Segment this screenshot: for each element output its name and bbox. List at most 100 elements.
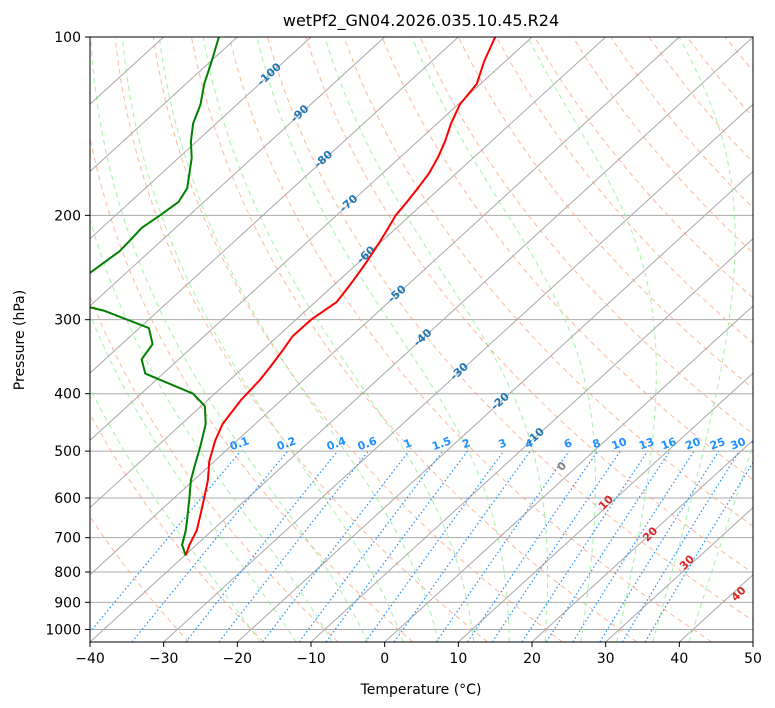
x-tick-label: 10 <box>449 651 467 667</box>
x-tick-label: 50 <box>744 651 762 667</box>
moist-adiabat <box>688 444 753 642</box>
mixing-ratio-label: 0.2 <box>275 434 298 453</box>
isotherm-line <box>90 37 238 173</box>
y-tick-label: 700 <box>54 531 81 547</box>
moist-adiabat <box>90 313 297 642</box>
dry-adiabat <box>457 37 753 389</box>
dry-adiabat <box>267 37 753 622</box>
y-tick-label: 400 <box>54 387 81 403</box>
dry-adiabat <box>152 37 563 642</box>
mixing-ratio-line <box>466 450 599 642</box>
dry-adiabat <box>114 37 488 642</box>
mixing-ratio-label: 16 <box>659 435 678 453</box>
y-axis-title: Pressure (hPa) <box>12 290 28 390</box>
mixing-ratio-line <box>90 450 242 633</box>
dry-adiabat <box>495 37 753 344</box>
moist-adiabat <box>158 37 439 642</box>
y-tick-label: 600 <box>54 491 81 507</box>
moist-adiabat <box>652 37 736 642</box>
y-tick-label: 300 <box>54 313 81 329</box>
mixing-ratio-label: 1 <box>402 436 414 451</box>
x-tick-label: 0 <box>380 651 389 667</box>
chart-title: wetPf2_GN04.2026.035.10.45.R24 <box>283 11 559 31</box>
mixing-ratio-label: 10 <box>610 435 629 453</box>
mixing-ratio-line <box>393 450 531 642</box>
isotherm-line <box>90 37 459 374</box>
dry-adiabat <box>343 37 753 527</box>
isotherm-line <box>457 372 753 642</box>
dry-adiabat <box>229 37 712 642</box>
mixing-ratio-label: 30 <box>729 435 748 453</box>
x-tick-label: −20 <box>223 651 253 667</box>
mixing-ratio-line <box>572 450 695 642</box>
moist-adiabat <box>90 217 333 642</box>
y-tick-label: 100 <box>54 30 81 46</box>
mixing-ratio-label: 25 <box>708 435 727 452</box>
moist-adiabat <box>90 387 261 642</box>
dry-adiabat <box>90 295 339 642</box>
isotherm-line <box>90 37 533 442</box>
y-tick-label: 1000 <box>45 622 81 638</box>
temperature-profile-line <box>184 37 497 556</box>
dewpoint-profile-line <box>90 37 220 556</box>
mixing-ratio-line <box>325 450 468 642</box>
moist-adiabat <box>121 37 404 642</box>
isotherm-line <box>90 37 680 576</box>
y-axis: 1000 900 800 700 600 500 400 300 200 100 <box>45 30 90 638</box>
mixing-ratio-line <box>262 450 410 642</box>
y-tick-label: 900 <box>54 595 81 611</box>
x-axis: −40 −30 −20 −10 0 10 20 30 40 50 <box>75 642 762 667</box>
x-tick-label: −40 <box>75 651 105 667</box>
y-tick-label: 200 <box>54 208 81 224</box>
isotherm-line <box>90 37 753 642</box>
mixing-ratio-label: 8 <box>591 436 603 451</box>
mixing-ratio-line <box>364 450 505 642</box>
isotherm-line <box>384 305 753 642</box>
background-lines <box>90 37 753 642</box>
profile-series <box>90 37 497 556</box>
isotherm-line <box>310 237 753 642</box>
mixing-ratio-line <box>621 450 740 642</box>
mixing-ratio-line <box>491 450 621 642</box>
moist-adiabat <box>411 37 596 642</box>
dry-adiabat <box>190 37 638 642</box>
isotherm-line <box>605 506 753 642</box>
mixing-ratio-line <box>298 450 444 642</box>
mixing-ratio-label: 0.1 <box>228 434 251 453</box>
moist-adiabat <box>202 37 475 642</box>
moist-adiabat <box>256 37 510 642</box>
mixing-ratio-label: 2 <box>460 436 472 451</box>
isotherm-line <box>531 439 753 642</box>
x-tick-label: 20 <box>523 651 541 667</box>
isotherm-line <box>90 37 386 307</box>
mixing-ratio-label: 6 <box>562 436 574 451</box>
x-axis-title: Temperature (°C) <box>360 682 482 698</box>
mixing-ratio-label: 0.4 <box>325 434 348 453</box>
mixing-ratio-label: 1.5 <box>430 434 453 453</box>
isotherm-line <box>90 37 607 509</box>
x-tick-label: 30 <box>597 651 615 667</box>
isotherm-line <box>163 103 753 642</box>
x-tick-label: −30 <box>149 651 179 667</box>
mixing-ratio-line <box>131 450 289 642</box>
mixing-ratio-label: 4 <box>523 436 535 451</box>
dry-adiabat <box>90 412 264 642</box>
mixing-ratio-label: 13 <box>637 435 656 452</box>
dry-adiabat <box>90 515 190 642</box>
mixing-ratio-label: 0.6 <box>356 434 379 453</box>
plot-frame <box>89 36 754 643</box>
isotherm-line <box>90 37 312 240</box>
x-tick-label: 40 <box>670 651 688 667</box>
moist-adiabat <box>90 37 369 642</box>
mixing-ratio-line <box>521 450 649 642</box>
y-tick-label: 800 <box>54 565 81 581</box>
x-tick-label: −10 <box>296 651 326 667</box>
mixing-ratio-line <box>545 450 671 642</box>
isotherm-line <box>236 170 753 642</box>
mixing-ratio-label: 20 <box>683 435 702 453</box>
dry-adiabat <box>305 37 753 574</box>
mixing-ratio-label: 3 <box>497 436 509 451</box>
mixing-ratio-line <box>435 450 570 642</box>
mixing-ratio-line <box>185 450 339 642</box>
